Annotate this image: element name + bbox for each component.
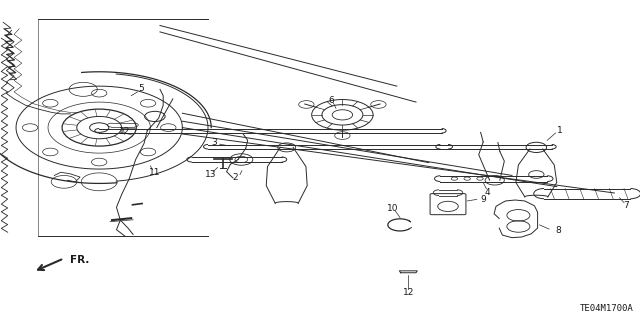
Text: 10: 10 [387,204,399,213]
Text: 4: 4 [485,188,490,197]
Text: TE04M1700A: TE04M1700A [580,304,634,313]
Text: 8: 8 [556,226,561,235]
Text: 5: 5 [138,84,143,93]
Text: 11: 11 [149,168,161,177]
Text: 6: 6 [329,96,334,105]
Text: 12: 12 [403,288,414,297]
Text: 9: 9 [481,195,486,204]
Text: 13: 13 [205,170,217,179]
Text: 12: 12 [119,127,131,136]
Text: 7: 7 [623,201,628,210]
Text: FR.: FR. [70,255,90,265]
Text: 2: 2 [233,173,238,182]
Text: 3: 3 [212,138,217,147]
Text: 1: 1 [557,126,563,135]
